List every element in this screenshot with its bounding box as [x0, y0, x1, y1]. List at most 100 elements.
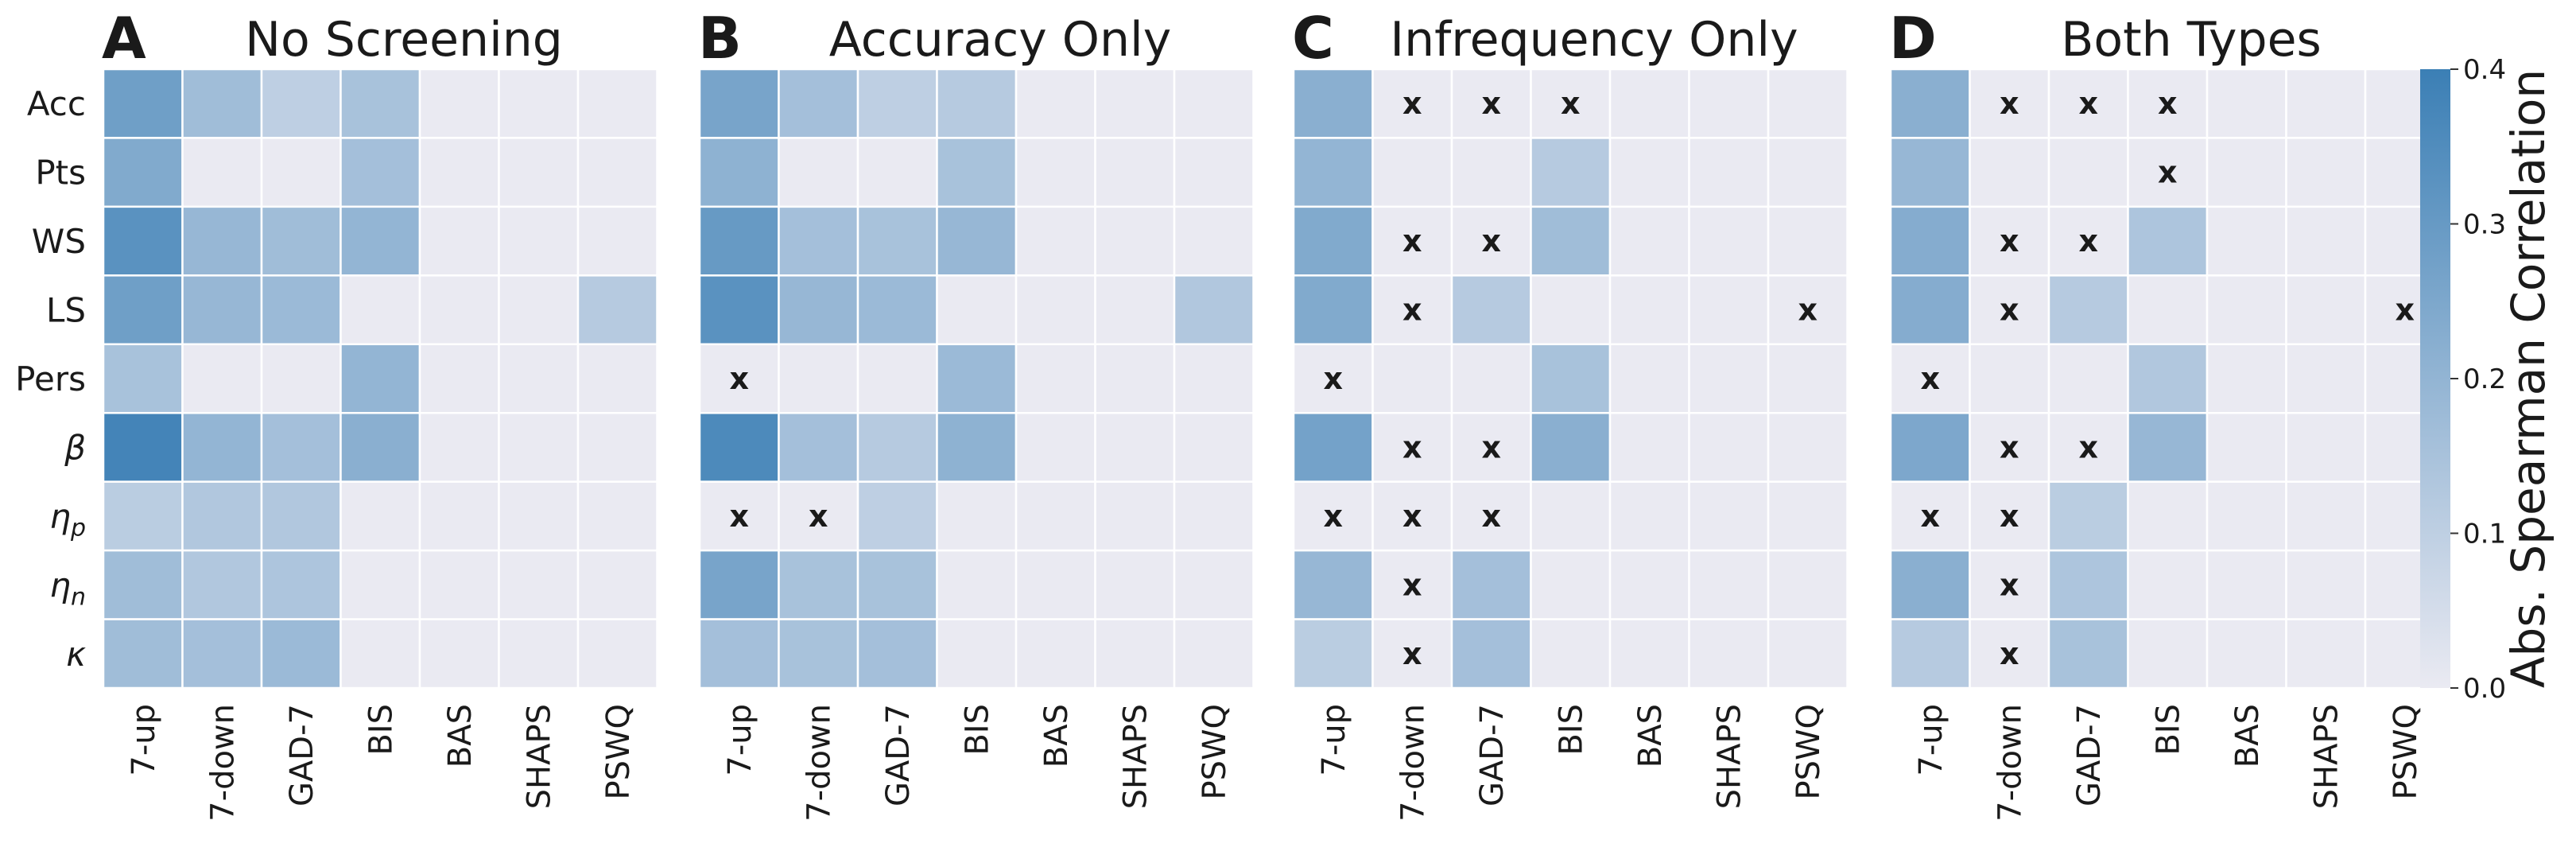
heatmap-cell: [2047, 618, 2129, 690]
heatmap-cell: [102, 205, 184, 277]
heatmap-cell: [856, 343, 938, 414]
heatmap-cell: [936, 68, 1018, 139]
heatmap-cell: [1014, 205, 1096, 277]
column-label: BAS: [442, 704, 479, 768]
colorbar-tick-label: 0.4: [2463, 54, 2506, 86]
heatmap-cell: [1173, 137, 1255, 208]
heatmap-cell: [181, 274, 263, 346]
heatmap-cell: [778, 205, 859, 277]
panel-letter: C: [1292, 5, 1334, 72]
excluded-marker: x: [2000, 86, 2019, 121]
column-label: 7-up: [1913, 704, 1949, 776]
heatmap-cell: [102, 411, 184, 483]
heatmap-cell: [2206, 618, 2287, 690]
heatmap-cell: [1094, 343, 1176, 414]
heatmap-cell: [1450, 274, 1532, 346]
column-label: PSWQ: [1197, 704, 1233, 800]
heatmap-cell: [1688, 480, 1770, 552]
heatmap-cell: [1688, 618, 1770, 690]
row-label: κ: [66, 635, 86, 674]
heatmap-cell: [1688, 205, 1770, 277]
heatmap-cell: [260, 618, 342, 690]
heatmap-cell: [698, 411, 780, 483]
heatmap-cell: [1014, 137, 1096, 208]
excluded-marker: x: [2078, 223, 2098, 258]
excluded-marker: x: [2000, 293, 2019, 328]
heatmap-cell: [102, 274, 184, 346]
heatmap-cell: [778, 411, 859, 483]
heatmap-cell: [1608, 274, 1690, 346]
excluded-marker: x: [2395, 293, 2415, 328]
excluded-marker: x: [2158, 86, 2178, 121]
heatmap-cell: [339, 137, 421, 208]
heatmap-cell: [1094, 68, 1176, 139]
excluded-marker: x: [1402, 86, 1422, 121]
heatmap-cell: [498, 549, 580, 620]
heatmap-cell: [778, 274, 859, 346]
heatmap-cell: [778, 618, 859, 690]
heatmap-cell: [1889, 68, 1971, 139]
excluded-marker: x: [1920, 499, 1940, 534]
panel-letter: B: [698, 5, 742, 72]
excluded-marker: x: [1481, 430, 1501, 464]
heatmap-cell: [339, 343, 421, 414]
excluded-marker: x: [2000, 223, 2019, 258]
heatmap-cell: [1767, 480, 1849, 552]
heatmap-cell: [1608, 137, 1690, 208]
heatmap-cell: [778, 549, 859, 620]
heatmap-cell: [1969, 137, 2050, 208]
heatmap-cell: [2127, 137, 2209, 208]
heatmap-cell: [856, 68, 938, 139]
heatmap-cell: [936, 411, 1018, 483]
heatmap-cell: [260, 343, 342, 414]
heatmap-cell: [2206, 68, 2287, 139]
heatmap-cell: [1014, 68, 1096, 139]
heatmap-cell: [576, 205, 658, 277]
heatmap-cell: [2285, 480, 2367, 552]
column-label: SHAPS: [1117, 704, 1154, 809]
heatmap-cell: [1094, 618, 1176, 690]
column-label: BIS: [363, 704, 399, 756]
column-label: PSWQ: [2388, 704, 2424, 800]
column-label: SHAPS: [1711, 704, 1748, 809]
heatmap-cell: [1969, 274, 2050, 346]
heatmap-cell: [936, 205, 1018, 277]
heatmap-cell: [1767, 68, 1849, 139]
heatmap-cell: [2285, 343, 2367, 414]
heatmap-cell: [1889, 274, 1971, 346]
heatmap-cell: [1530, 137, 1612, 208]
heatmap-cell: [1688, 274, 1770, 346]
heatmap-cell: [576, 137, 658, 208]
heatmap-cell: [498, 137, 580, 208]
column-label: 7-down: [801, 704, 837, 822]
heatmap-cell: [698, 68, 780, 139]
heatmap-cell: [1173, 205, 1255, 277]
heatmap-cell: [576, 411, 658, 483]
column-label: 7-down: [1992, 704, 2028, 822]
heatmap-cell: [339, 205, 421, 277]
heatmap-cell: [2206, 137, 2287, 208]
heatmap-cell: [418, 137, 500, 208]
row-label: Pers: [15, 360, 86, 398]
heatmap-cell: [2206, 549, 2287, 620]
heatmap-cell: [1969, 343, 2050, 414]
panel-title: Both Types: [2061, 12, 2322, 68]
heatmap-cell: [1173, 343, 1255, 414]
heatmap-cell: [1530, 480, 1612, 552]
heatmap-cell: [1450, 205, 1532, 277]
heatmap-cell: [181, 68, 263, 139]
heatmap-cell: [1173, 549, 1255, 620]
excluded-marker: x: [1323, 499, 1343, 534]
heatmap-cell: [936, 274, 1018, 346]
excluded-marker: x: [1561, 86, 1581, 121]
column-label: BIS: [2150, 704, 2186, 756]
heatmap-cell: [1608, 480, 1690, 552]
column-label: BIS: [959, 704, 995, 756]
heatmap-cell: [418, 68, 500, 139]
heatmap-cell: [339, 549, 421, 620]
heatmap-cell: [1173, 411, 1255, 483]
heatmap-cell: [576, 618, 658, 690]
heatmap-cell: [2285, 68, 2367, 139]
